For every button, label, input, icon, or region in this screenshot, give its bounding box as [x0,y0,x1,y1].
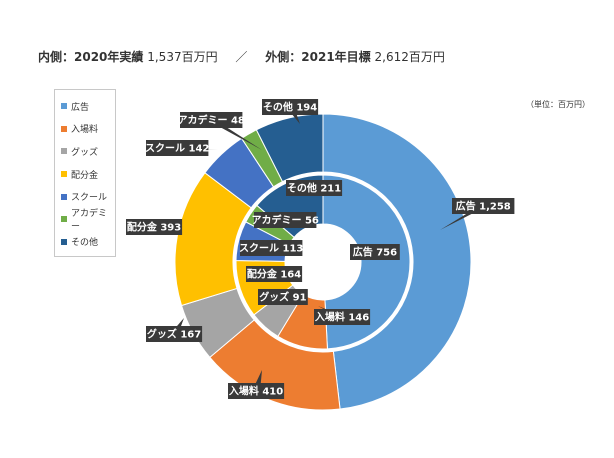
outer-data-label: スクール 142 [145,140,218,156]
legend-swatch [61,125,67,132]
inner-data-label: 広告 756 [350,244,400,260]
legend-label: その他 [71,238,99,249]
legend-label: グッズ [71,147,99,158]
label-box [262,99,319,115]
label-box [350,244,400,260]
legend-label: スクール [71,193,108,204]
chart-legend: 広告入場料グッズ配分金スクールアカデミーその他 [54,89,116,257]
legend-label: 配分金 [71,170,99,181]
label-pointer [440,206,488,230]
legend-label: 入場料 [71,125,99,136]
inner-data-label: 配分金 164 [246,266,303,282]
ring-separator [233,172,413,352]
legend-swatch [61,193,67,200]
label-text: グッズ 91 [259,291,306,304]
label-box [286,180,343,196]
label-text: 広告 1,258 [456,200,511,213]
unit-note: （単位：百万円） [526,100,590,109]
label-box [254,212,317,228]
label-box [258,289,308,305]
label-pointer [207,120,262,150]
outer-data-label: 入場料 410 [228,370,285,399]
outer-data-label: 広告 1,258 [440,198,515,230]
label-text: 入場料 410 [229,385,283,398]
label-text: 広告 756 [353,246,397,259]
legend-item: アカデミー [55,208,115,233]
label-box [240,240,303,256]
label-text: アカデミー 56 [251,214,318,227]
chart-subtitle: 内側：2020年実績 1,537百万円 ／ 外側：2021年目標 2,612百万… [38,48,445,65]
legend-swatch [61,103,67,110]
legend-item: 入場料 [55,118,115,141]
inner-ring-label: 内側：2020年実績 [38,50,144,64]
outer-data-label: その他 194 [262,99,319,124]
label-box [314,309,371,325]
legend-swatch [61,216,67,223]
label-text: 配分金 393 [127,221,181,234]
label-box [146,140,209,156]
label-box [146,326,203,342]
label-box [246,266,303,282]
label-text: その他 211 [287,182,341,195]
label-text: スクール 142 [145,143,209,155]
legend-swatch [61,238,67,245]
subtitle-separator: ／ [235,50,248,64]
legend-item: 広告 [55,95,115,118]
legend-item: スクール [55,185,115,208]
inner-data-label: アカデミー 56 [251,212,319,228]
outer-data-label: グッズ 167 [146,318,203,342]
label-box [452,198,515,214]
inner-data-label: スクール 113 [239,240,303,256]
label-text: スクール 113 [239,243,303,255]
inner-ring-total: 1,537百万円 [147,50,218,64]
label-text: 入場料 146 [315,311,369,324]
legend-swatch [61,171,67,178]
inner-data-label: その他 211 [286,180,343,196]
outer-data-label: 配分金 393 [126,219,183,235]
outer-ring-label: 外側：2021年目標 [265,50,371,64]
legend-label: アカデミー [71,209,108,233]
outer-data-label: アカデミー 48 [177,112,262,150]
label-box [126,219,183,235]
label-text: 配分金 164 [247,268,301,281]
legend-label: 広告 [71,102,90,113]
legend-swatch [61,148,67,155]
outer-ring-total: 2,612百万円 [374,50,445,64]
inner-data-label: グッズ 91 [258,289,308,305]
label-box [180,112,243,128]
label-text: その他 194 [263,101,317,114]
legend-item: 配分金 [55,163,115,186]
label-box [228,383,285,399]
label-text: アカデミー 48 [177,114,244,127]
inner-data-label: 入場料 146 [314,306,371,325]
legend-item: その他 [55,231,115,254]
label-pointer [286,107,300,124]
label-text: グッズ 167 [147,328,201,341]
legend-item: グッズ [55,140,115,163]
